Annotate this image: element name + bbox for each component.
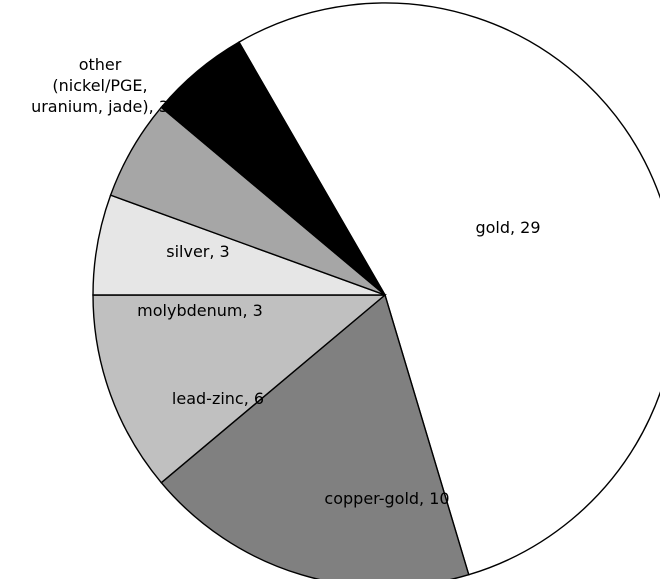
pie-slice-lead-zinc (92, 294, 387, 484)
pie-label-silver: silver, 3 (166, 242, 229, 261)
pie-slice-other (160, 41, 386, 296)
pie-label-copper-gold: copper-gold, 10 (324, 489, 449, 508)
pie-label-lead-zinc: lead-zinc, 6 (172, 389, 264, 408)
pie-label-line: uranium, jade), 3 (31, 97, 169, 116)
pie-label-molybdenum: molybdenum, 3 (137, 301, 263, 320)
pie-labels: gold, 29 copper-gold, 10 lead-zinc, 6 molyb… (31, 55, 540, 508)
pie-label-line: (nickel/PGE, (52, 76, 147, 95)
pie-slice-copper-gold (160, 293, 470, 579)
pie-slice-gold (238, 2, 660, 576)
pie-slices (92, 2, 660, 579)
pie-label-line: other (79, 55, 122, 74)
pie-label-other: other (nickel/PGE, uranium, jade), 3 (31, 55, 169, 116)
pie-label-gold: gold, 29 (475, 218, 540, 237)
